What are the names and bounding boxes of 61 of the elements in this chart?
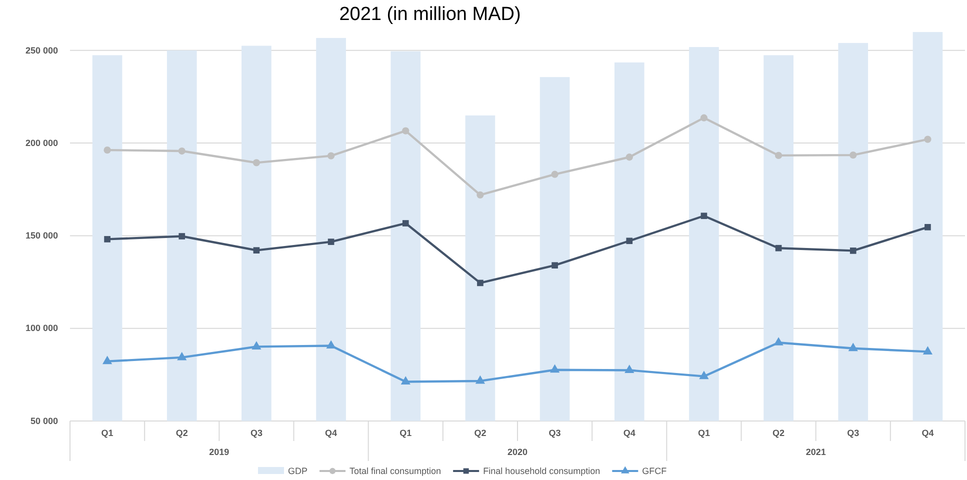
text: 2020 [507, 447, 528, 457]
point [848, 342, 858, 352]
point [850, 152, 857, 159]
x-tick-label: Q2 [772, 428, 785, 438]
y-tick-label: 150 000 [25, 230, 58, 241]
point [104, 146, 111, 154]
point [177, 352, 187, 360]
point [476, 191, 484, 198]
x-tick-label: Q2 [474, 428, 486, 438]
legend-label: GDP [288, 466, 308, 476]
point [850, 248, 856, 254]
point [178, 233, 186, 240]
y-tick-label: 50 000 [30, 416, 58, 426]
point [699, 370, 709, 380]
point [252, 159, 260, 166]
point [326, 340, 336, 349]
point [774, 337, 784, 346]
point [922, 346, 933, 354]
point [551, 170, 558, 178]
x-tick-label: Q3 [250, 428, 262, 438]
point [402, 220, 409, 226]
x-tick-label: Q1 [101, 428, 114, 438]
point [775, 244, 782, 252]
x-tick-label: Q4 [623, 428, 636, 438]
point [924, 224, 931, 230]
chart-title: 2021 (in million MAD) [339, 4, 521, 25]
x-tick-label: Q1 [400, 428, 412, 438]
point [104, 236, 110, 242]
legend-label: GFCF [642, 466, 668, 476]
point [700, 114, 708, 122]
point [550, 364, 560, 373]
point [402, 127, 410, 134]
point [700, 212, 708, 220]
point [327, 152, 335, 160]
y-tick-label: 200 000 [25, 138, 58, 148]
x-tick-label: Q1 [698, 428, 710, 438]
point [924, 136, 932, 143]
point [774, 152, 782, 160]
x-tick-label: Q3 [847, 428, 860, 438]
point [400, 376, 410, 384]
x-tick-label: Q4 [922, 428, 934, 438]
y-tick-label: 250 000 [25, 45, 58, 56]
x-tick-label: Q2 [176, 428, 188, 438]
point [624, 364, 634, 373]
legend-label: Final household consumption [483, 466, 600, 476]
point [253, 247, 260, 254]
point [475, 375, 486, 384]
point [178, 147, 186, 155]
point [252, 341, 262, 350]
point [626, 238, 633, 244]
point [552, 262, 558, 269]
point [477, 280, 484, 286]
x-tick-label: Q4 [325, 428, 338, 438]
point [102, 356, 112, 364]
x-tick-label: Q3 [548, 428, 561, 438]
legend-label: Total final consumption [350, 466, 442, 476]
text: 2019 [209, 447, 230, 457]
text: 2021 [806, 447, 826, 457]
point [626, 154, 633, 161]
point [328, 238, 334, 245]
y-tick-label: 100 000 [25, 323, 58, 334]
